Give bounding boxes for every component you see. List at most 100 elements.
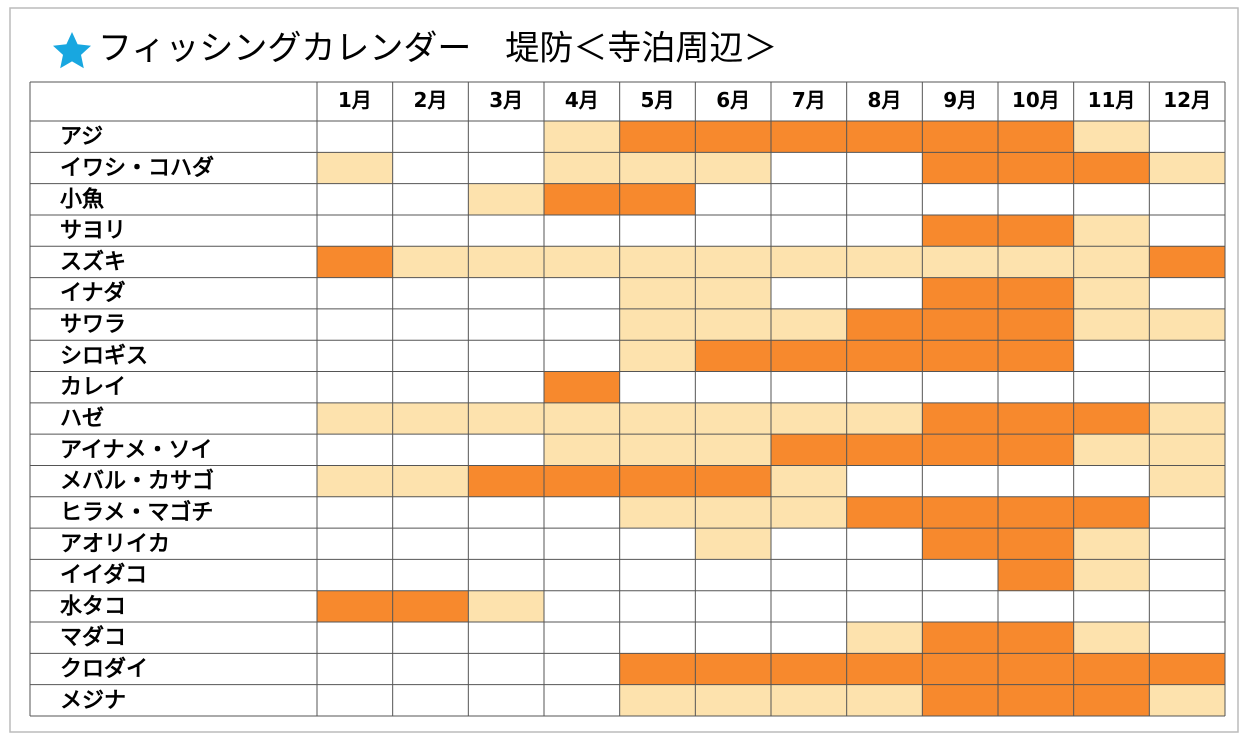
cell <box>317 590 393 623</box>
cell <box>771 246 847 278</box>
cell <box>1073 590 1150 623</box>
cell <box>468 246 544 278</box>
cell <box>317 214 393 247</box>
cell <box>544 590 620 623</box>
cell <box>695 528 771 560</box>
cell <box>998 528 1074 560</box>
cell <box>468 277 544 309</box>
cell <box>1073 308 1150 341</box>
cell <box>1073 340 1150 372</box>
cell <box>846 559 923 591</box>
cell <box>998 371 1074 403</box>
cell <box>619 496 696 529</box>
cell <box>846 152 923 184</box>
cell <box>771 214 847 247</box>
cell <box>846 277 923 309</box>
cell <box>998 402 1074 435</box>
cell <box>392 371 469 403</box>
month-header: 2月 <box>414 88 448 112</box>
row-label: クロダイ <box>60 656 148 682</box>
cell <box>922 214 998 247</box>
cell <box>544 465 620 497</box>
cell <box>1149 152 1225 184</box>
cell <box>468 590 544 623</box>
cell <box>468 121 544 153</box>
cell <box>317 183 393 215</box>
row-label: 水タコ <box>60 594 126 619</box>
cell <box>922 590 998 623</box>
month-header: 9月 <box>943 88 977 112</box>
cell <box>619 152 696 184</box>
cell <box>771 340 847 372</box>
cell <box>392 152 469 184</box>
cell <box>1073 496 1150 529</box>
cell <box>695 183 771 215</box>
title: フィッシングカレンダー 堤防＜寺泊周辺＞ <box>98 29 777 69</box>
cell <box>1073 528 1150 560</box>
cell <box>846 246 923 278</box>
cell <box>544 371 620 403</box>
cell <box>771 277 847 309</box>
cell <box>1073 214 1150 247</box>
cell <box>1149 559 1225 591</box>
cell <box>544 559 620 591</box>
cell <box>468 371 544 403</box>
cell <box>695 246 771 278</box>
cell <box>544 308 620 341</box>
cell <box>392 684 469 716</box>
cell <box>771 528 847 560</box>
cell <box>771 121 847 153</box>
cell <box>1149 402 1225 435</box>
cell <box>468 684 544 716</box>
cell <box>695 653 771 685</box>
cell <box>392 308 469 341</box>
cell <box>392 434 469 466</box>
cell <box>695 590 771 623</box>
cell <box>998 277 1074 309</box>
cell <box>1149 121 1225 153</box>
cell <box>392 246 469 278</box>
cell <box>544 402 620 435</box>
month-header: 8月 <box>868 88 902 112</box>
cell <box>695 684 771 716</box>
cell <box>771 152 847 184</box>
cell <box>1073 622 1150 654</box>
cell <box>1073 465 1150 497</box>
cell <box>1149 590 1225 623</box>
month-header: 4月 <box>565 88 599 112</box>
cell <box>1149 308 1225 341</box>
cell <box>1149 183 1225 215</box>
cell <box>695 434 771 466</box>
cell <box>771 653 847 685</box>
cell <box>468 559 544 591</box>
cell <box>998 214 1074 247</box>
cell <box>317 684 393 716</box>
row-label: シロギス <box>60 344 148 369</box>
cell <box>922 277 998 309</box>
cell <box>998 183 1074 215</box>
cell <box>695 496 771 529</box>
cell <box>392 590 469 623</box>
cell <box>392 183 469 215</box>
cell <box>846 308 923 341</box>
row-label: サヨリ <box>60 219 126 244</box>
cell <box>317 434 393 466</box>
cell <box>846 684 923 716</box>
cell <box>846 183 923 215</box>
row-label: メジナ <box>60 688 126 713</box>
cell <box>998 496 1074 529</box>
cell <box>619 308 696 341</box>
cell <box>392 559 469 591</box>
cell <box>619 622 696 654</box>
cell <box>1149 277 1225 309</box>
cell <box>922 246 998 278</box>
row-label: イナダ <box>60 280 126 306</box>
cell <box>468 340 544 372</box>
row-label: イイダコ <box>60 562 147 588</box>
cell <box>544 434 620 466</box>
row-label: メバル・カサゴ <box>60 468 214 494</box>
cell <box>317 496 393 529</box>
cell <box>544 121 620 153</box>
cell <box>771 308 847 341</box>
month-header: 7月 <box>792 88 826 112</box>
